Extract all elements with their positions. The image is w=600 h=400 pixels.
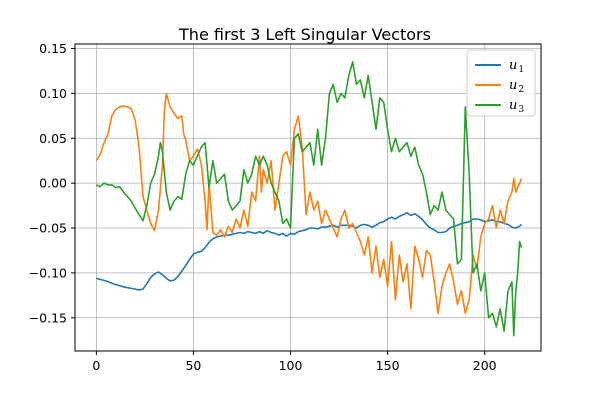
legend-box [466, 49, 536, 117]
series-line-u1 [96, 212, 523, 291]
y-tick-label: −0.10 [29, 265, 67, 280]
y-tick-label: 0.15 [39, 41, 67, 56]
x-tick-label: 0 [92, 358, 100, 373]
x-tick-label: 50 [185, 358, 201, 373]
series-line-u2 [95, 92, 523, 315]
plot-frame [74, 43, 542, 352]
y-tick-label: 0.00 [39, 176, 67, 191]
x-tick-label: 200 [473, 358, 497, 373]
y-tick-label: −0.15 [29, 310, 67, 325]
y-tick-label: 0.10 [39, 86, 67, 101]
series-line-u3 [96, 61, 523, 337]
x-tick-label: 150 [376, 358, 400, 373]
chart-title: The first 3 Left Singular Vectors [178, 25, 431, 44]
series-lines [95, 61, 523, 337]
y-tick-label: −0.05 [29, 221, 67, 236]
x-tick-label: 100 [279, 358, 303, 373]
axes: 0 50 100 150 200 −0.15 −0.10 −0.05 0.00 0.05 0.10 0… [29, 41, 497, 373]
y-tick-label: 0.05 [39, 131, 67, 146]
